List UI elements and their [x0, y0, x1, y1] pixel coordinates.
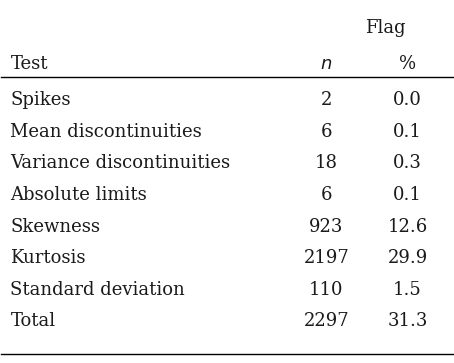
Text: 110: 110 — [309, 281, 344, 298]
Text: 31.3: 31.3 — [387, 312, 428, 330]
Text: 29.9: 29.9 — [387, 249, 428, 267]
Text: Kurtosis: Kurtosis — [10, 249, 86, 267]
Text: Variance discontinuities: Variance discontinuities — [10, 155, 231, 172]
Text: 923: 923 — [309, 217, 344, 236]
Text: Absolute limits: Absolute limits — [10, 186, 147, 204]
Text: Standard deviation: Standard deviation — [10, 281, 185, 298]
Text: 2297: 2297 — [303, 312, 349, 330]
Text: $n$: $n$ — [320, 56, 332, 73]
Text: Total: Total — [10, 312, 55, 330]
Text: %: % — [399, 56, 416, 73]
Text: 0.3: 0.3 — [393, 155, 422, 172]
Text: 2: 2 — [321, 91, 332, 109]
Text: 0.1: 0.1 — [393, 186, 422, 204]
Text: 0.0: 0.0 — [393, 91, 422, 109]
Text: Mean discontinuities: Mean discontinuities — [10, 123, 202, 141]
Text: Spikes: Spikes — [10, 91, 71, 109]
Text: 2197: 2197 — [303, 249, 349, 267]
Text: Flag: Flag — [365, 19, 405, 37]
Text: Test: Test — [10, 56, 48, 73]
Text: 12.6: 12.6 — [387, 217, 428, 236]
Text: 0.1: 0.1 — [393, 123, 422, 141]
Text: 18: 18 — [315, 155, 338, 172]
Text: 6: 6 — [321, 123, 332, 141]
Text: Skewness: Skewness — [10, 217, 100, 236]
Text: 1.5: 1.5 — [393, 281, 422, 298]
Text: 6: 6 — [321, 186, 332, 204]
